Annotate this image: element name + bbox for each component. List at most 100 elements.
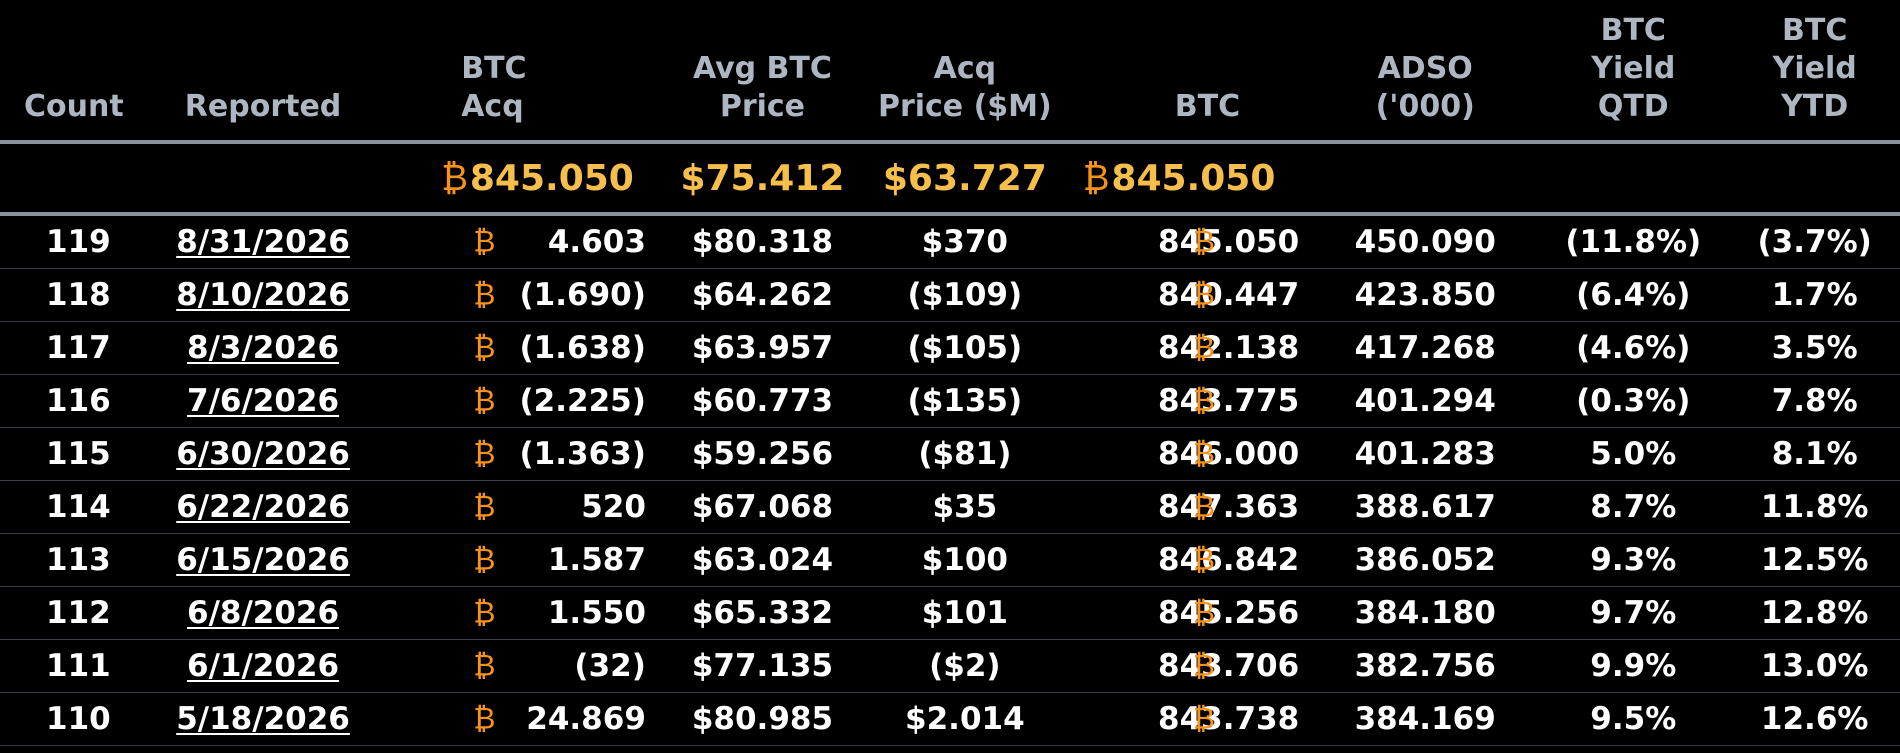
row-acq-price: ($135) (856, 374, 1073, 428)
row-btc-yield-qtd: (11.8%) (1537, 214, 1730, 269)
bitcoin-icon: ₿ (473, 330, 496, 366)
row-count: 111 (0, 639, 145, 693)
table-row: 112 6/8/2026 ₿ 1.550 $65.332 $101 ₿ 845.25… (0, 586, 1900, 640)
row-btc: ₿ 845.050 (1072, 214, 1314, 269)
row-avg-btc-price: $60.773 (667, 374, 857, 428)
row-btc: ₿ 847.363 (1072, 480, 1314, 534)
row-acq-price: $101 (856, 586, 1073, 640)
reported-date-link[interactable]: 8/3/2026 (187, 330, 340, 366)
row-btc-yield-ytd: 1.7% (1729, 268, 1900, 322)
row-btc: ₿ 840.447 (1072, 268, 1314, 322)
row-btc-yield-qtd: (0.3%) (1537, 374, 1730, 428)
row-acq-price: ($109) (856, 268, 1073, 322)
row-avg-btc-price: $67.068 (667, 480, 857, 534)
row-count: 116 (0, 374, 145, 428)
row-btc-acq: ₿ 1.587 (381, 533, 668, 587)
row-btc-acq-value: 1.550 (547, 595, 646, 631)
bitcoin-icon: ₿ (441, 158, 468, 199)
row-adso: 386.052 (1313, 533, 1538, 587)
row-btc-acq: ₿ (1.690) (381, 268, 668, 322)
header-reported[interactable]: Reported (144, 0, 382, 144)
summary-btc-acq: ₿845.050 (381, 142, 668, 216)
row-adso: 382.756 (1313, 639, 1538, 693)
header-btc-yield-ytd[interactable]: BTC Yield YTD (1729, 0, 1900, 144)
row-btc-value: 845.050 (1158, 224, 1300, 260)
row-btc-value: 840.447 (1158, 277, 1300, 313)
summary-acq-price: $63.727 (856, 142, 1073, 216)
reported-date-link[interactable]: 6/1/2026 (187, 648, 340, 684)
bitcoin-icon: ₿ (1082, 158, 1110, 199)
row-btc: ₿ 842.138 (1072, 321, 1314, 375)
row-btc-yield-qtd: 9.5% (1537, 692, 1730, 746)
header-avg-btc-price[interactable]: Avg BTC Price (667, 0, 857, 144)
row-count: 115 (0, 427, 145, 481)
row-adso: 450.090 (1313, 214, 1538, 269)
row-btc: ₿ 843.738 (1072, 692, 1314, 746)
bitcoin-icon: ₿ (1192, 542, 1215, 578)
row-btc-acq-value: (1.638) (519, 330, 646, 366)
row-reported: 6/15/2026 (144, 533, 382, 587)
table-row: 118 8/10/2026 ₿ (1.690) $64.262 ($109) ₿ 8… (0, 268, 1900, 322)
header-btc-acq-line-2: Acq (461, 89, 524, 124)
table-row: 115 6/30/2026 ₿ (1.363) $59.256 ($81) ₿ 84… (0, 427, 1900, 481)
header-btc-acq-line-1: BTC (461, 51, 527, 86)
header-acq-price-line-2: Price ($M) (877, 89, 1052, 124)
reported-date-link[interactable]: 8/31/2026 (176, 224, 350, 260)
row-btc: ₿ 843.775 (1072, 374, 1314, 428)
header-adso[interactable]: ADSO ('000) (1313, 0, 1538, 144)
row-btc-acq-value: 1.587 (547, 542, 646, 578)
row-btc-yield-qtd: 9.9% (1537, 639, 1730, 693)
bitcoin-icon: ₿ (1192, 701, 1215, 737)
reported-date-link[interactable]: 6/30/2026 (176, 436, 350, 472)
header-ytd-line-3: YTD (1781, 89, 1849, 124)
header-btc[interactable]: BTC (1072, 0, 1314, 144)
reported-date-link[interactable]: 8/10/2026 (176, 277, 350, 313)
table-row: 116 7/6/2026 ₿ (2.225) $60.773 ($135) ₿ 84… (0, 374, 1900, 428)
row-count: 112 (0, 586, 145, 640)
row-btc-yield-ytd: 11.8% (1729, 480, 1900, 534)
row-btc-value: 846.842 (1158, 542, 1300, 578)
table-row: 111 6/1/2026 ₿ (32) $77.135 ($2) ₿ 843.706… (0, 639, 1900, 693)
row-btc-yield-qtd: (6.4%) (1537, 268, 1730, 322)
row-btc-yield-qtd: 9.7% (1537, 586, 1730, 640)
header-btc-yield-qtd[interactable]: BTC Yield QTD (1537, 0, 1730, 144)
row-acq-price: $100 (856, 533, 1073, 587)
row-btc-yield-qtd: 5.0% (1537, 427, 1730, 481)
reported-date-link[interactable]: 5/18/2026 (176, 701, 350, 737)
row-btc-acq-value: 24.869 (526, 701, 646, 737)
reported-date-link[interactable]: 6/8/2026 (187, 595, 340, 631)
header-acq-price[interactable]: Acq Price ($M) (856, 0, 1073, 144)
row-avg-btc-price: $80.318 (667, 214, 857, 269)
table-row: 114 6/22/2026 ₿ 520 $67.068 $35 ₿ 847.363 … (0, 480, 1900, 534)
row-btc-acq-value: (32) (574, 648, 646, 684)
row-btc-acq-value: (1.690) (519, 277, 646, 313)
row-count: 117 (0, 321, 145, 375)
bitcoin-icon: ₿ (473, 595, 496, 631)
bitcoin-icon: ₿ (1192, 330, 1215, 366)
row-btc-value: 846.000 (1158, 436, 1300, 472)
row-avg-btc-price: $59.256 (667, 427, 857, 481)
row-btc-value: 842.138 (1158, 330, 1300, 366)
row-btc-yield-qtd: 9.3% (1537, 533, 1730, 587)
reported-date-link[interactable]: 7/6/2026 (187, 383, 340, 419)
reported-date-link[interactable]: 6/15/2026 (176, 542, 350, 578)
header-avg-btc-price-line-2: Price (719, 89, 806, 124)
row-reported: 8/31/2026 (144, 214, 382, 269)
header-qtd-line-3: QTD (1597, 89, 1669, 124)
table-row: 119 8/31/2026 ₿ 4.603 $80.318 $370 ₿ 845.0… (0, 214, 1900, 269)
bitcoin-icon: ₿ (1192, 436, 1215, 472)
reported-date-link[interactable]: 6/22/2026 (176, 489, 350, 525)
bitcoin-icon: ₿ (473, 224, 496, 260)
row-avg-btc-price: $63.957 (667, 321, 857, 375)
row-count: 110 (0, 692, 145, 746)
row-reported: 7/6/2026 (144, 374, 382, 428)
bitcoin-icon: ₿ (473, 701, 496, 737)
row-adso: 417.268 (1313, 321, 1538, 375)
header-count[interactable]: Count (0, 0, 145, 144)
summary-btc: ₿845.050 (1072, 142, 1314, 216)
header-avg-btc-price-line-1: Avg BTC (692, 51, 832, 86)
header-btc-acq[interactable]: BTC Acq (381, 0, 668, 144)
row-btc-yield-ytd: 12.8% (1729, 586, 1900, 640)
row-btc-acq: ₿ 4.603 (381, 214, 668, 269)
